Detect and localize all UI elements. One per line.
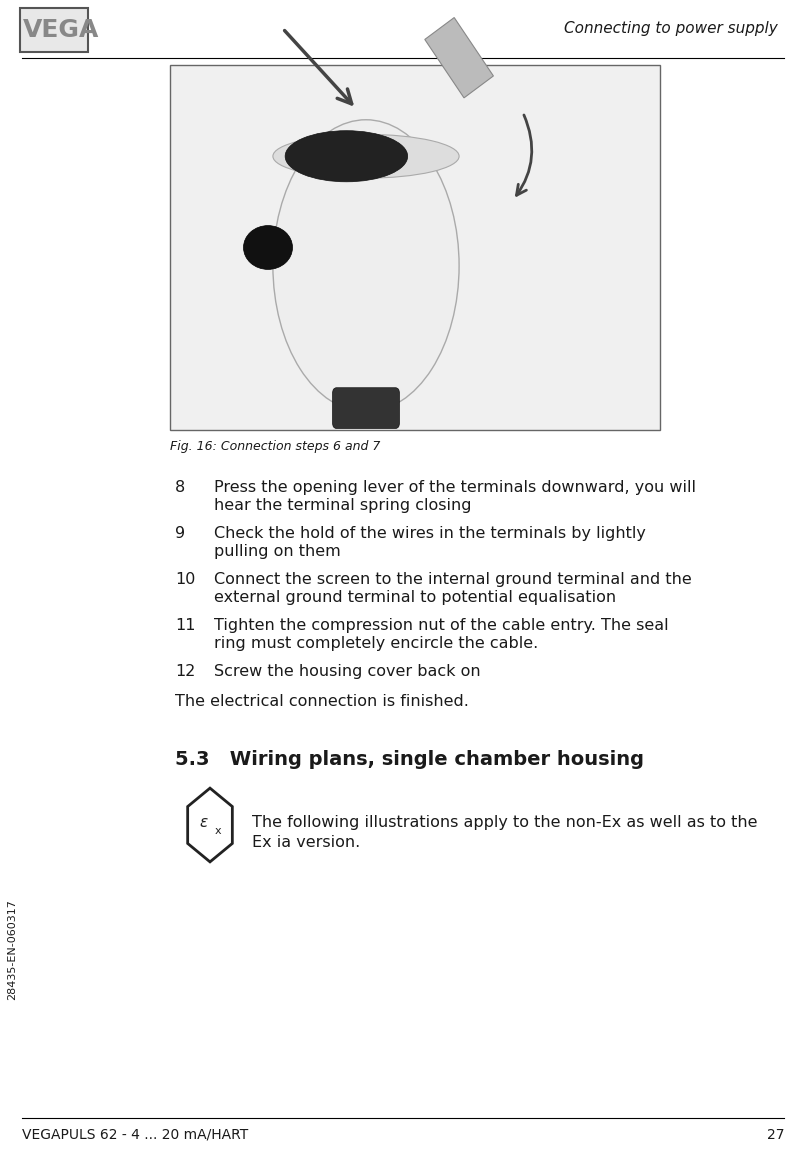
Ellipse shape [285,130,408,182]
Ellipse shape [273,135,459,179]
Text: Connecting to power supply: Connecting to power supply [564,21,778,36]
Polygon shape [188,788,232,862]
Text: $\epsilon$: $\epsilon$ [199,816,209,829]
Text: VEGAPULS 62 - 4 ... 20 mA/HART: VEGAPULS 62 - 4 ... 20 mA/HART [22,1128,248,1142]
Text: 5.3   Wiring plans, single chamber housing: 5.3 Wiring plans, single chamber housing [175,750,644,770]
Text: The following illustrations apply to the non-Ex as well as to the: The following illustrations apply to the… [252,814,758,829]
Text: Fig. 16: Connection steps 6 and 7: Fig. 16: Connection steps 6 and 7 [170,440,380,453]
Text: ring must completely encircle the cable.: ring must completely encircle the cable. [214,636,538,651]
Text: 8: 8 [175,480,185,495]
Text: 28435-EN-060317: 28435-EN-060317 [7,900,17,1000]
Ellipse shape [243,226,293,270]
FancyBboxPatch shape [19,8,88,52]
Text: x: x [214,826,222,835]
FancyBboxPatch shape [170,65,660,430]
Polygon shape [425,17,493,98]
Text: hear the terminal spring closing: hear the terminal spring closing [214,498,472,513]
Text: external ground terminal to potential equalisation: external ground terminal to potential eq… [214,590,616,605]
Text: pulling on them: pulling on them [214,544,341,559]
Text: Screw the housing cover back on: Screw the housing cover back on [214,664,480,679]
Text: 11: 11 [175,617,196,632]
Text: 9: 9 [175,526,185,541]
Text: Check the hold of the wires in the terminals by lightly: Check the hold of the wires in the termi… [214,526,646,541]
Text: The electrical connection is finished.: The electrical connection is finished. [175,694,469,708]
Text: Ex ia version.: Ex ia version. [252,835,360,850]
Text: 12: 12 [175,664,195,679]
Text: Connect the screen to the internal ground terminal and the: Connect the screen to the internal groun… [214,573,692,588]
Text: 27: 27 [767,1128,784,1142]
Text: 10: 10 [175,573,195,588]
FancyBboxPatch shape [333,388,400,429]
Text: Press the opening lever of the terminals downward, you will: Press the opening lever of the terminals… [214,480,696,495]
Text: Tighten the compression nut of the cable entry. The seal: Tighten the compression nut of the cable… [214,617,669,632]
Ellipse shape [273,120,459,411]
Text: VEGA: VEGA [23,18,99,43]
